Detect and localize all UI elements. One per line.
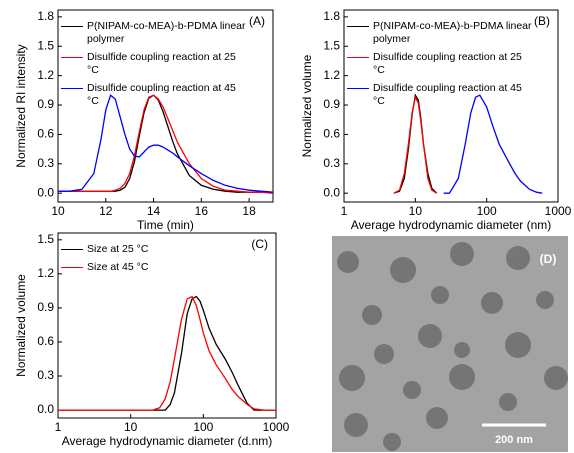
y-axis-label: Normalized volume bbox=[300, 54, 314, 157]
y-tick-label: 0.9 bbox=[37, 300, 54, 314]
scale-bar-label: 200 nm bbox=[495, 434, 533, 446]
legend-label: Disulfide coupling reaction at 25 °C bbox=[373, 51, 522, 76]
x-tick-label: 1000 bbox=[545, 204, 572, 218]
x-axis-label: Average hydrodynamic diameter (d.nm) bbox=[62, 434, 273, 448]
x-axis-label: Time (min) bbox=[137, 218, 194, 232]
legend-label: P(NIPAM-co-MEA)-b-PDMA linear polymer bbox=[373, 20, 532, 45]
legend-swatch bbox=[61, 267, 83, 268]
y-tick-label: 0.0 bbox=[37, 185, 54, 199]
y-tick-label: 1.5 bbox=[37, 232, 54, 246]
y-tick-label: 0.9 bbox=[37, 97, 54, 111]
legend-label: Size at 45 °C bbox=[87, 261, 149, 273]
y-tick-label: 0.3 bbox=[323, 156, 340, 170]
x-tick-label: 12 bbox=[99, 204, 113, 218]
y-tick-label: 0.3 bbox=[37, 368, 54, 382]
legend-entry: P(NIPAM-co-MEA)-b-PDMA linear polymer bbox=[347, 20, 532, 46]
legend-entry: Disulfide coupling reaction at 45 °C bbox=[347, 82, 532, 108]
x-tick-label: 1 bbox=[55, 420, 62, 434]
y-tick-label: 1.2 bbox=[37, 68, 54, 82]
y-tick-label: 1.8 bbox=[323, 9, 340, 23]
legend-label: Disulfide coupling reaction at 25 °C bbox=[87, 51, 236, 76]
plot-frame bbox=[343, 9, 559, 203]
x-tick-label: 14 bbox=[147, 204, 161, 218]
series-line bbox=[443, 94, 543, 194]
legend-label: Size at 25 °C bbox=[87, 243, 149, 255]
legend-entry: Disulfide coupling reaction at 45 °C bbox=[61, 82, 246, 108]
y-tick-label: 1.2 bbox=[37, 266, 54, 280]
y-tick-label: 0.6 bbox=[323, 127, 340, 141]
y-tick-label: 0.6 bbox=[37, 334, 54, 348]
y-tick-label: 0.6 bbox=[37, 127, 54, 141]
x-tick-label: 10 bbox=[124, 420, 138, 434]
legend-entry: Size at 25 °C bbox=[61, 243, 171, 256]
legend-swatch bbox=[61, 249, 83, 250]
legend: P(NIPAM-co-MEA)-b-PDMA linear polymer Dis… bbox=[347, 20, 532, 113]
legend-label: P(NIPAM-co-MEA)-b-PDMA linear polymer bbox=[87, 20, 246, 45]
plot-frame bbox=[57, 9, 274, 203]
x-tick-label: 100 bbox=[477, 204, 497, 218]
x-axis-label: Average hydrodynamic diameter (nm) bbox=[351, 218, 552, 232]
series-line bbox=[58, 94, 274, 193]
tem-image bbox=[332, 236, 568, 452]
series-line bbox=[58, 295, 276, 411]
y-tick-label: 0.0 bbox=[323, 185, 340, 199]
legend-swatch bbox=[347, 26, 369, 27]
x-tick-label: 16 bbox=[195, 204, 209, 218]
y-tick-label: 0.0 bbox=[37, 402, 54, 416]
series-line bbox=[58, 295, 276, 411]
y-tick-label: 1.5 bbox=[323, 38, 340, 52]
legend-swatch bbox=[347, 57, 369, 58]
legend-label: Disulfide coupling reaction at 45 °C bbox=[87, 82, 236, 107]
legend: P(NIPAM-co-MEA)-b-PDMA linear polymer Dis… bbox=[61, 20, 246, 113]
y-axis-label: Normalized RI intensity bbox=[14, 44, 28, 167]
x-tick-label: 100 bbox=[193, 420, 213, 434]
legend-swatch bbox=[347, 88, 369, 89]
plot-frame bbox=[57, 232, 277, 419]
y-tick-label: 0.9 bbox=[323, 97, 340, 111]
x-tick-label: 10 bbox=[409, 204, 423, 218]
x-tick-label: 18 bbox=[242, 204, 256, 218]
x-tick-label: 1 bbox=[341, 204, 348, 218]
x-tick-label: 10 bbox=[51, 204, 65, 218]
legend-entry: Disulfide coupling reaction at 25 °C bbox=[61, 51, 246, 77]
y-tick-label: 0.3 bbox=[37, 156, 54, 170]
legend-entry: P(NIPAM-co-MEA)-b-PDMA linear polymer bbox=[61, 20, 246, 46]
y-tick-label: 1.5 bbox=[37, 38, 54, 52]
legend: Size at 25 °C Size at 45 °C bbox=[61, 243, 171, 279]
legend-swatch bbox=[61, 26, 83, 27]
legend-swatch bbox=[61, 88, 83, 89]
series-line bbox=[393, 95, 438, 194]
panel-label: (D) bbox=[540, 252, 557, 266]
y-axis-label: Normalized volume bbox=[14, 274, 28, 377]
x-tick-label: 1000 bbox=[263, 420, 290, 434]
series-line bbox=[58, 94, 274, 194]
series-line bbox=[393, 93, 438, 194]
panel-label: (B) bbox=[534, 14, 550, 28]
legend-entry: Size at 45 °C bbox=[61, 261, 171, 274]
panel-label: (A) bbox=[249, 14, 265, 28]
panel-label: (C) bbox=[251, 237, 268, 251]
y-tick-label: 1.8 bbox=[37, 9, 54, 23]
legend-label: Disulfide coupling reaction at 45 °C bbox=[373, 82, 522, 107]
legend-entry: Disulfide coupling reaction at 25 °C bbox=[347, 51, 532, 77]
y-tick-label: 1.2 bbox=[323, 68, 340, 82]
legend-swatch bbox=[61, 57, 83, 58]
